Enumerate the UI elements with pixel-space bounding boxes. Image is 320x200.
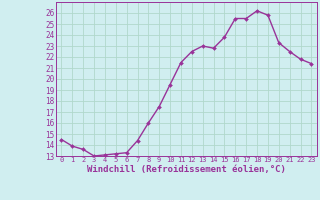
X-axis label: Windchill (Refroidissement éolien,°C): Windchill (Refroidissement éolien,°C) bbox=[87, 165, 286, 174]
